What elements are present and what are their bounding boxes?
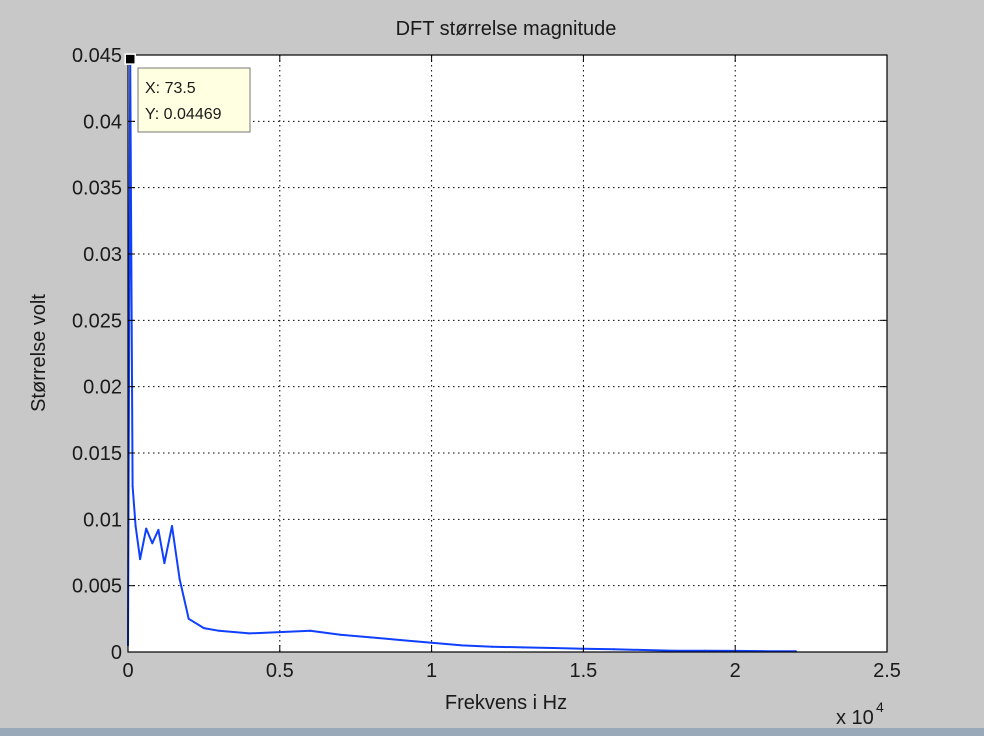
data-tip-box [137, 67, 251, 133]
x-axis-label: Frekvens i Hz [445, 692, 567, 714]
x-tick-label: 2 [730, 660, 741, 682]
window-bottom-strip [0, 728, 984, 736]
data-point [163, 562, 166, 565]
data-point [248, 632, 251, 635]
y-tick-label: 0.005 [72, 576, 122, 598]
data-point [430, 641, 433, 644]
x-multiplier-base: x 10 [836, 707, 874, 729]
x-tick-label: 1.5 [569, 660, 597, 682]
data-point [151, 542, 154, 545]
ticks [127, 54, 888, 653]
data-point [309, 629, 312, 632]
data-point [521, 646, 524, 649]
data-point [461, 644, 463, 647]
plot-area [128, 55, 887, 652]
x-tick-labels: 0 0.5 1 1.5 2 2.5 [122, 660, 900, 682]
x-tick-label: 2.5 [873, 660, 901, 682]
x-tick-label: 1 [426, 660, 437, 682]
y-tick-label: 0.02 [83, 377, 122, 399]
data-point [218, 629, 221, 632]
data-point [187, 617, 190, 620]
y-tick-label: 0.03 [83, 244, 122, 266]
data-point [703, 649, 706, 652]
data-point [612, 648, 615, 651]
y-tick-label: 0.025 [72, 310, 122, 332]
data-point [171, 525, 173, 527]
y-tick-label: 0.045 [72, 45, 122, 67]
y-tick-labels: 0 0.005 0.01 0.015 0.02 0.025 0.03 0.035 0.04 0.0… [72, 45, 122, 664]
data-tip[interactable]: X: 73.5 Y: 0.04469 [124, 53, 251, 133]
data-point [178, 578, 181, 580]
y-tick-label: 0 [111, 642, 122, 664]
x-tick-label: 0 [122, 660, 133, 682]
data-point [673, 649, 676, 652]
plot-frame [127, 54, 888, 653]
data-point [134, 525, 137, 527]
data-layer [127, 58, 797, 653]
data-tip-y: Y: 0.04469 [145, 106, 222, 123]
data-point [643, 649, 646, 651]
y-tick-label: 0.015 [72, 443, 122, 465]
data-point [131, 485, 134, 488]
data-point [400, 639, 403, 642]
data-tip-marker[interactable] [124, 53, 136, 65]
data-point [552, 647, 554, 649]
data-point [145, 527, 148, 530]
data-point [491, 645, 494, 648]
chart-title: DFT størrelse magnitude [396, 18, 617, 40]
grid [128, 55, 887, 652]
data-point [369, 636, 372, 639]
y-axis-label: Størrelse volt [28, 294, 50, 412]
y-tick-label: 0.01 [83, 509, 122, 531]
y-tick-label: 0.04 [83, 111, 122, 133]
x-multiplier-exponent: 4 [876, 699, 884, 715]
data-point [139, 558, 142, 561]
x-axis-multiplier: x 10 4 [836, 699, 884, 729]
x-tick-label: 0.5 [266, 660, 294, 682]
y-tick-label: 0.035 [72, 178, 122, 200]
data-tip-x: X: 73.5 [145, 80, 196, 97]
data-point [278, 631, 281, 634]
data-point [339, 633, 342, 636]
data-point [157, 528, 160, 531]
data-point [202, 627, 205, 630]
